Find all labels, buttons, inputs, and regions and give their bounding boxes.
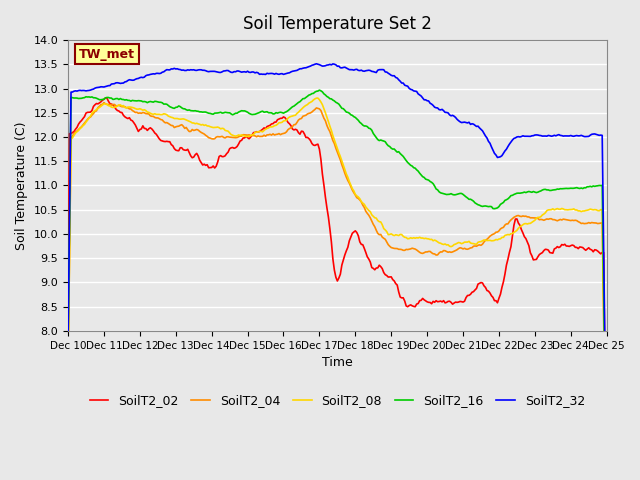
Text: TW_met: TW_met [79, 48, 135, 60]
SoilT2_32 [602, 366, 609, 372]
SoilT2_08 [252, 130, 259, 135]
SoilT2_02 [102, 95, 109, 101]
SoilT2_04 [602, 418, 609, 424]
SoilT2_08 [299, 105, 307, 110]
SoilT2_16 [573, 185, 580, 191]
Line: SoilT2_32: SoilT2_32 [68, 64, 605, 369]
SoilT2_02 [244, 135, 252, 141]
SoilT2_08 [130, 105, 138, 111]
SoilT2_32 [312, 61, 320, 67]
SoilT2_08 [314, 95, 322, 101]
SoilT2_32 [224, 68, 232, 73]
SoilT2_16 [299, 96, 307, 102]
SoilT2_16 [602, 396, 609, 402]
Line: SoilT2_16: SoilT2_16 [68, 90, 605, 399]
SoilT2_32 [130, 77, 138, 83]
Legend: SoilT2_02, SoilT2_04, SoilT2_08, SoilT2_16, SoilT2_32: SoilT2_02, SoilT2_04, SoilT2_08, SoilT2_… [84, 389, 590, 412]
SoilT2_02 [132, 122, 140, 128]
SoilT2_04 [132, 109, 140, 115]
SoilT2_16 [130, 98, 138, 104]
Y-axis label: Soil Temperature (C): Soil Temperature (C) [15, 121, 28, 250]
SoilT2_02 [573, 244, 580, 250]
SoilT2_16 [243, 108, 250, 114]
SoilT2_08 [243, 133, 250, 139]
X-axis label: Time: Time [322, 356, 353, 369]
SoilT2_32 [243, 69, 250, 75]
SoilT2_02 [226, 146, 234, 152]
SoilT2_04 [244, 132, 252, 138]
SoilT2_04 [301, 113, 308, 119]
Line: SoilT2_02: SoilT2_02 [68, 98, 605, 407]
SoilT2_16 [64, 343, 72, 348]
Line: SoilT2_08: SoilT2_08 [68, 98, 605, 412]
SoilT2_04 [573, 218, 580, 224]
SoilT2_04 [226, 134, 234, 140]
SoilT2_32 [573, 132, 580, 138]
SoilT2_02 [253, 129, 260, 134]
SoilT2_02 [602, 404, 609, 410]
SoilT2_04 [64, 369, 72, 375]
SoilT2_08 [573, 207, 580, 213]
SoilT2_08 [602, 409, 609, 415]
SoilT2_08 [224, 128, 232, 134]
Title: Soil Temperature Set 2: Soil Temperature Set 2 [243, 15, 432, 33]
SoilT2_16 [252, 111, 259, 117]
SoilT2_02 [301, 131, 308, 137]
SoilT2_02 [64, 326, 72, 332]
SoilT2_32 [252, 70, 259, 76]
SoilT2_04 [253, 134, 260, 140]
SoilT2_32 [299, 65, 307, 71]
SoilT2_08 [64, 370, 72, 375]
SoilT2_16 [316, 87, 323, 93]
SoilT2_16 [224, 110, 232, 116]
Line: SoilT2_04: SoilT2_04 [68, 103, 605, 421]
SoilT2_04 [100, 100, 108, 106]
SoilT2_32 [64, 340, 72, 346]
